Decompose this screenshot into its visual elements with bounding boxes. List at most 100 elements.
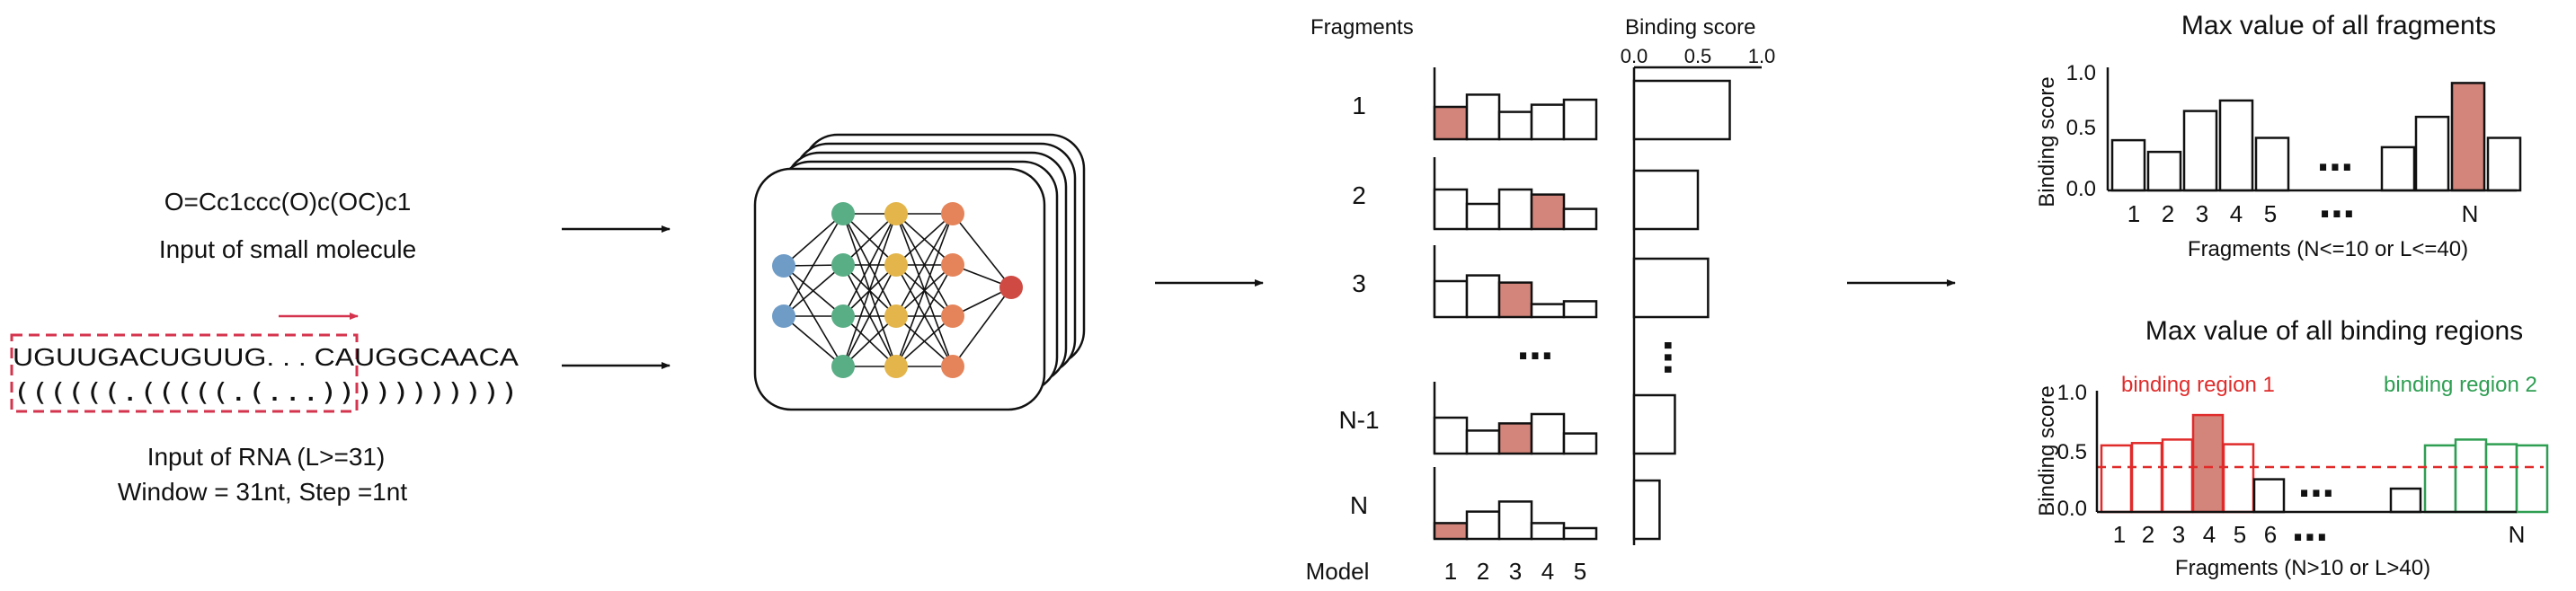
model-bar: [1530, 522, 1566, 541]
nn-edge: [842, 213, 897, 367]
chart2-bar: [2484, 443, 2518, 514]
region2-label: binding region 2: [2384, 373, 2537, 397]
chart2-bar: [2161, 438, 2194, 514]
model-bar: [1562, 300, 1598, 319]
chart1-bar: [2486, 137, 2522, 192]
ensemble-panel: Fragments Binding score 0.0 0.5 1.0 123N…: [1306, 15, 1776, 585]
chart2-bar: [2515, 444, 2549, 514]
chart2-ellipsis-ticks: ⋯: [2292, 518, 2328, 558]
nn-node-layer-3: [884, 253, 908, 277]
nn-node-layer-3: [884, 202, 908, 225]
nn-edge: [842, 315, 897, 367]
chart-max-regions: Max value of all binding regions Binding…: [2035, 316, 2549, 580]
chart2-ylabel: Binding score: [2035, 385, 2059, 516]
nn-node-layer-3: [884, 355, 908, 378]
chart2-bar: [2423, 444, 2457, 514]
chart1-x-tick: 5: [2264, 200, 2277, 227]
model-bar: [1465, 510, 1501, 541]
nn-edge: [783, 315, 844, 367]
chart1-bar: [2218, 99, 2254, 192]
chart2-ytick-2: 1.0: [2057, 381, 2087, 405]
nn-node-layer-1: [772, 304, 795, 328]
fragment-label: 3: [1352, 269, 1366, 297]
model-number-3: 3: [1509, 558, 1522, 585]
nn-edge: [842, 264, 897, 367]
chart1-bar: [2146, 150, 2182, 192]
chart2-x-tick: 2: [2142, 521, 2154, 548]
smiles-text: O=Cc1ccc(O)c(OC)c1: [164, 188, 412, 216]
chart2-bar: [2222, 443, 2255, 514]
chart1-x-tick: 4: [2230, 200, 2243, 227]
binding-score-bar: [1632, 257, 1710, 319]
model-bar: [1530, 193, 1566, 231]
nn-edge: [842, 213, 897, 266]
chart2-x-tick: 3: [2172, 521, 2185, 548]
nn-node-layer-2: [831, 304, 855, 328]
ensemble-row-5: N: [1350, 467, 1661, 541]
score-tick-2: 1.0: [1748, 45, 1776, 67]
chart1-xlabel: Fragments (N<=10 or L<=40): [2188, 237, 2468, 261]
model-bar: [1497, 110, 1533, 141]
nn-node-layer-4: [941, 304, 964, 328]
window-caption: Window = 31nt, Step =1nt: [118, 478, 407, 506]
model-bar: [1433, 522, 1469, 541]
nn-node-layer-4: [941, 355, 964, 378]
model-bar: [1562, 526, 1598, 541]
chart1-x-tick: 1: [2127, 200, 2140, 227]
ensemble-row-2: 2: [1352, 157, 1700, 231]
score-tick-0: 0.0: [1621, 45, 1648, 67]
neural-network: [772, 202, 1023, 378]
model-card-front: [753, 167, 1046, 411]
model-ensemble-stack: [753, 133, 1086, 411]
nn-edge: [783, 264, 844, 317]
nn-edge: [895, 264, 954, 367]
model-bar: [1530, 303, 1566, 319]
fragment-label: N-1: [1338, 406, 1379, 434]
binding-score-bar: [1632, 393, 1676, 455]
binding-score-bar: [1632, 79, 1731, 141]
chart2-bar: [2130, 442, 2163, 514]
fragment-label: 2: [1352, 181, 1366, 209]
chart2-title: Max value of all binding regions: [2145, 316, 2523, 346]
model-number-4: 4: [1541, 558, 1554, 585]
ensemble-rows: 1 2 3 N-1 N: [1338, 67, 1731, 541]
chart2-ellipsis-bars: ⋯: [2298, 474, 2334, 514]
rna-sequence: UGUUGACUGUUG. . . CAUGGCAACA: [13, 343, 519, 371]
chart2-x-tick: N: [2509, 521, 2526, 548]
model-bar: [1562, 432, 1598, 455]
rna-caption: Input of RNA (L>=31): [147, 443, 386, 471]
model-number-2: 2: [1477, 558, 1489, 585]
rows-ellipsis: ⋯: [1517, 337, 1553, 376]
nn-edge: [895, 213, 954, 317]
model-number-5: 5: [1574, 558, 1586, 585]
model-bar: [1465, 202, 1501, 231]
nn-edge: [895, 213, 954, 266]
chart1-title: Max value of all fragments: [2181, 11, 2496, 40]
ensemble-row-1: 1: [1352, 67, 1731, 141]
nn-node-layer-2: [831, 253, 855, 277]
nn-edge: [842, 213, 897, 317]
small-molecule-caption: Input of small molecule: [159, 235, 416, 263]
chart1-bar: [2414, 115, 2450, 192]
model-bar: [1562, 207, 1598, 231]
chart1-x-tick: N: [2462, 200, 2479, 227]
chart2-x-tick: 4: [2203, 521, 2216, 548]
binding-score-bar: [1632, 479, 1661, 541]
nn-node-layer-1: [772, 254, 795, 278]
nn-edge: [895, 315, 954, 367]
model-bar: [1530, 103, 1566, 141]
window-dashed-box: [10, 333, 359, 413]
rna-structure: ((((((.(((((.(...))))))))))): [13, 377, 519, 407]
nn-node-layer-4: [941, 202, 964, 225]
chart2-xlabel: Fragments (N>10 or L>40): [2175, 556, 2430, 580]
score-tick-1: 0.5: [1684, 45, 1712, 67]
chart2-bar: [2454, 438, 2488, 514]
chart1-ellipsis-bars: ⋯: [2317, 148, 2353, 188]
chart1-ytick-1: 0.5: [2066, 116, 2096, 140]
model-bar: [1497, 281, 1533, 319]
chart1-ytick-0: 0.0: [2066, 177, 2096, 201]
nn-node-layer-5: [999, 276, 1023, 299]
